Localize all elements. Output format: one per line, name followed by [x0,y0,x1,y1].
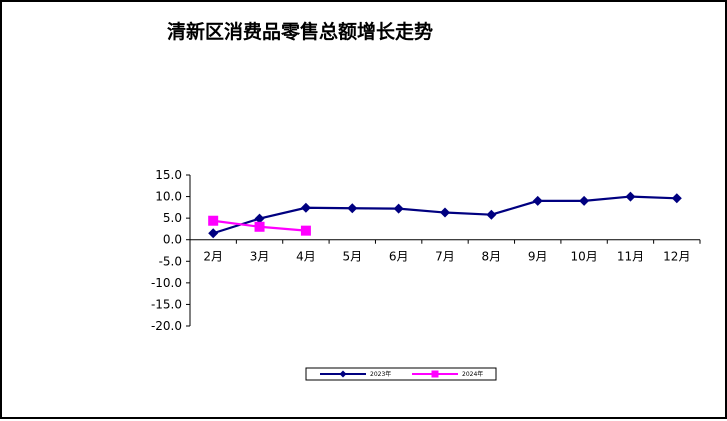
y-tick-label: -5.0 [159,254,182,268]
y-axis-ticks: 15.0 10.0 5.0 0.0 -5.0 -10.0 -15.0 -20.0 [151,168,190,333]
data-point [254,221,265,232]
y-tick-label: 15.0 [155,168,182,182]
y-tick-label: -10.0 [151,276,182,290]
data-point [347,203,358,214]
x-tick-label: 2月 [203,250,223,264]
chart-title: 清新区消费品零售总额增长走势 [167,20,433,43]
legend-marker [431,370,439,378]
x-tick-label: 7月 [435,250,455,264]
legend-label: 2023年 [370,370,391,378]
x-tick-label: 6月 [389,250,409,264]
data-point [300,202,311,213]
legend-label: 2024年 [462,370,483,378]
data-point [393,203,404,214]
x-tick-label: 9月 [528,250,548,264]
data-point [625,191,636,202]
x-tick-label: 8月 [482,250,502,264]
legend: 2023年 2024年 [305,367,497,381]
x-tick-label: 10月 [570,250,597,264]
y-tick-label: 10.0 [155,190,182,204]
x-tick-label: 5月 [342,250,362,264]
x-tick-label: 4月 [296,250,316,264]
y-tick-label: 0.0 [163,233,182,247]
data-point [486,209,497,220]
data-point [208,215,219,226]
data-point [208,228,219,239]
y-tick-label: 5.0 [163,211,182,225]
x-axis-ticks: 2月 3月 4月 5月 6月 7月 8月 9月 10月 11月 12月 [189,239,701,264]
series-0 [208,191,682,239]
legend-marker [339,370,347,378]
data-point [532,195,543,206]
data-point [300,225,311,236]
y-tick-label: -15.0 [151,297,182,311]
series-1 [208,215,311,236]
series-layer [208,191,682,239]
x-tick-label: 11月 [617,250,644,264]
x-tick-label: 3月 [250,250,270,264]
data-point [579,195,590,206]
y-tick-label: -20.0 [151,319,182,333]
legend-box [305,367,497,381]
axes [189,175,700,326]
data-point [671,193,682,204]
x-tick-label: 12月 [663,250,690,264]
data-point [440,207,450,218]
